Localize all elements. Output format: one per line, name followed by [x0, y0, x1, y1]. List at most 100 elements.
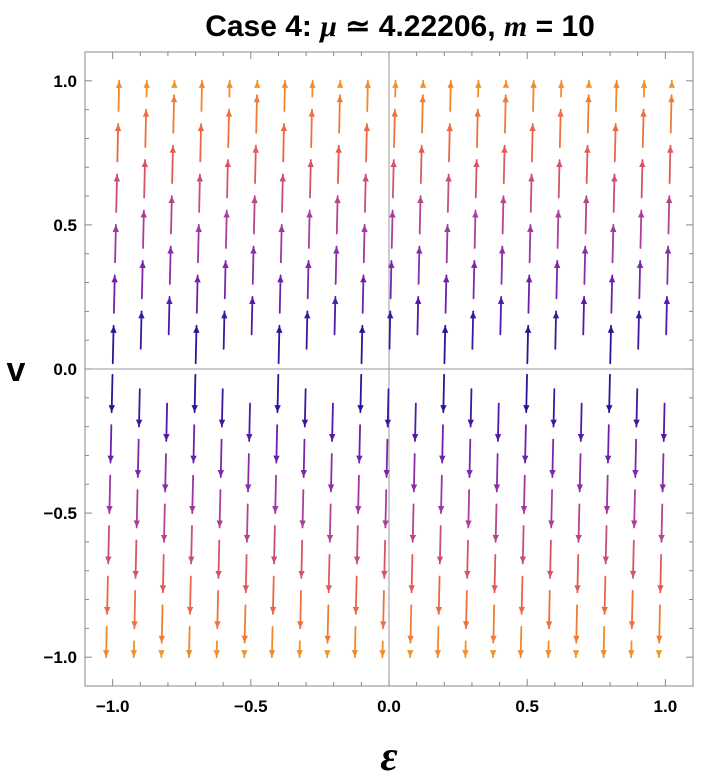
- stream-arrow: [419, 79, 427, 88]
- stream-arrow: [132, 539, 139, 579]
- stream-arrow: [379, 640, 386, 659]
- stream-arrow: [352, 575, 360, 615]
- stream-arrow: [419, 94, 426, 134]
- stream-arrow: [351, 626, 359, 659]
- stream-arrow: [664, 245, 672, 285]
- title-m-value: 10: [561, 10, 594, 43]
- stream-arrow: [411, 402, 419, 442]
- stream-arrow: [268, 626, 276, 659]
- stream-arrow: [558, 79, 565, 98]
- stream-arrow: [158, 650, 165, 659]
- stream-arrow: [135, 388, 143, 428]
- stream-arrow: [383, 438, 390, 478]
- origin-axes: [85, 52, 693, 686]
- stream-arrow: [355, 474, 362, 514]
- stream-arrow: [279, 173, 286, 213]
- stream-arrow: [250, 245, 257, 285]
- stream-arrow: [188, 525, 195, 565]
- stream-arrow: [298, 539, 305, 579]
- stream-arrow: [581, 245, 589, 285]
- stream-arrow: [665, 195, 673, 235]
- stream-arrow: [489, 650, 497, 659]
- stream-arrow: [633, 388, 640, 428]
- stream-arrow: [364, 79, 371, 112]
- stream-arrow: [281, 79, 289, 112]
- stream-arrow: [606, 373, 613, 414]
- stream-arrow: [306, 209, 313, 249]
- stream-arrow: [660, 402, 668, 442]
- x-axis-label: ε: [380, 734, 397, 780]
- x-tick-label: 1.0: [654, 697, 678, 716]
- stream-arrow: [658, 503, 665, 543]
- stream-arrow: [381, 539, 388, 579]
- stream-arrow: [668, 79, 675, 88]
- stream-arrow: [380, 590, 387, 630]
- stream-arrow: [115, 79, 123, 112]
- stream-arrow: [435, 575, 443, 615]
- stream-arrow: [105, 525, 112, 565]
- stream-arrow: [603, 474, 611, 514]
- tick-labels: −1.0 −0.5 0.0 0.5 1.0 −1.0 −0.5 0.0 0.5 1.0: [43, 72, 677, 716]
- stream-arrow: [573, 604, 580, 644]
- stream-arrow: [663, 296, 671, 336]
- stream-arrow: [553, 260, 561, 300]
- title-separator: ,: [487, 10, 504, 43]
- stream-arrow: [272, 474, 279, 514]
- stream-arrow: [628, 590, 636, 630]
- stream-arrow: [189, 474, 196, 514]
- stream-arrow: [474, 108, 481, 149]
- stream-arrow: [160, 503, 168, 543]
- stream-arrow: [502, 94, 509, 134]
- stream-arrow: [168, 195, 175, 235]
- stream-arrow: [520, 474, 528, 514]
- stream-arrow: [545, 590, 553, 630]
- stream-arrow: [249, 296, 256, 336]
- stream-arrow: [409, 503, 417, 543]
- title-equals: =: [527, 10, 561, 43]
- stream-arrow: [518, 575, 525, 615]
- stream-arrow: [628, 640, 635, 659]
- stream-arrow: [600, 626, 607, 659]
- stream-arrow: [524, 324, 532, 365]
- stream-arrow: [462, 640, 469, 659]
- stream-arrow: [472, 209, 479, 249]
- stream-arrow: [580, 296, 588, 336]
- stream-arrow: [436, 525, 444, 565]
- stream-arrow: [550, 388, 557, 428]
- stream-arrow: [133, 489, 141, 529]
- stream-arrow: [547, 539, 554, 579]
- stream-arrow: [225, 108, 233, 149]
- stream-arrow: [636, 260, 644, 300]
- stream-arrow: [213, 640, 220, 659]
- stream-arrow: [307, 159, 314, 199]
- stream-arrow: [408, 553, 415, 594]
- stream-arrow: [501, 144, 508, 185]
- stream-arrow: [572, 650, 580, 659]
- stream-arrow: [141, 159, 149, 199]
- stream-arrow: [336, 79, 344, 88]
- stream-arrow: [610, 224, 617, 264]
- y-tick-label: −1.0: [43, 648, 77, 667]
- stream-arrow: [392, 79, 399, 98]
- stream-arrow: [110, 324, 117, 365]
- stream-arrow: [254, 79, 261, 88]
- stream-arrow: [107, 424, 114, 464]
- stream-arrow: [545, 640, 552, 659]
- tick-marks: [84, 51, 694, 687]
- stream-arrow: [277, 274, 284, 314]
- stream-arrow: [327, 453, 335, 493]
- stream-arrow: [332, 296, 339, 336]
- stream-arrow: [134, 438, 142, 478]
- stream-arrow: [325, 553, 333, 594]
- stream-arrow: [139, 260, 146, 300]
- title-mu-value: 4.22206: [379, 10, 487, 43]
- stream-arrow: [224, 159, 231, 199]
- stream-arrow: [655, 650, 663, 659]
- stream-arrow: [530, 79, 537, 112]
- stream-arrow: [353, 525, 361, 565]
- x-tick-label: 0.5: [515, 697, 539, 716]
- stream-arrow: [334, 195, 341, 235]
- stream-arrow: [195, 224, 202, 264]
- stream-arrow: [418, 144, 425, 185]
- stream-arrow: [391, 108, 398, 149]
